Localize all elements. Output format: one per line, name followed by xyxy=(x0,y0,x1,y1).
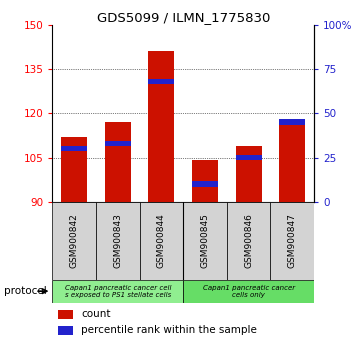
Bar xyxy=(148,51,174,202)
Text: GSM900843: GSM900843 xyxy=(113,213,122,268)
Text: GSM900845: GSM900845 xyxy=(200,213,209,268)
Bar xyxy=(52,202,96,280)
Bar xyxy=(236,146,262,202)
Bar xyxy=(227,202,270,280)
Text: GSM900842: GSM900842 xyxy=(70,213,79,268)
Bar xyxy=(183,280,314,303)
Text: GSM900846: GSM900846 xyxy=(244,213,253,268)
Bar xyxy=(52,280,183,303)
Text: count: count xyxy=(81,309,110,319)
Bar xyxy=(192,182,218,187)
Text: GSM900844: GSM900844 xyxy=(157,213,166,268)
Title: GDS5099 / ILMN_1775830: GDS5099 / ILMN_1775830 xyxy=(96,11,270,24)
Bar xyxy=(57,326,73,335)
Bar xyxy=(236,155,262,160)
Bar xyxy=(148,79,174,84)
Bar xyxy=(61,137,87,202)
Text: Capan1 pancreatic cancer
cells only: Capan1 pancreatic cancer cells only xyxy=(203,285,295,298)
Bar xyxy=(105,122,131,202)
Bar xyxy=(57,310,73,319)
Text: percentile rank within the sample: percentile rank within the sample xyxy=(81,325,257,335)
Bar xyxy=(61,146,87,152)
Bar xyxy=(140,202,183,280)
Text: GSM900847: GSM900847 xyxy=(288,213,297,268)
Bar xyxy=(279,119,305,202)
Bar xyxy=(183,202,227,280)
Text: Capan1 pancreatic cancer cell
s exposed to PS1 stellate cells: Capan1 pancreatic cancer cell s exposed … xyxy=(65,285,171,298)
Bar xyxy=(96,202,140,280)
Bar xyxy=(279,120,305,125)
Bar xyxy=(192,160,218,202)
Bar xyxy=(270,202,314,280)
Text: protocol: protocol xyxy=(4,286,46,296)
Bar xyxy=(105,141,131,146)
